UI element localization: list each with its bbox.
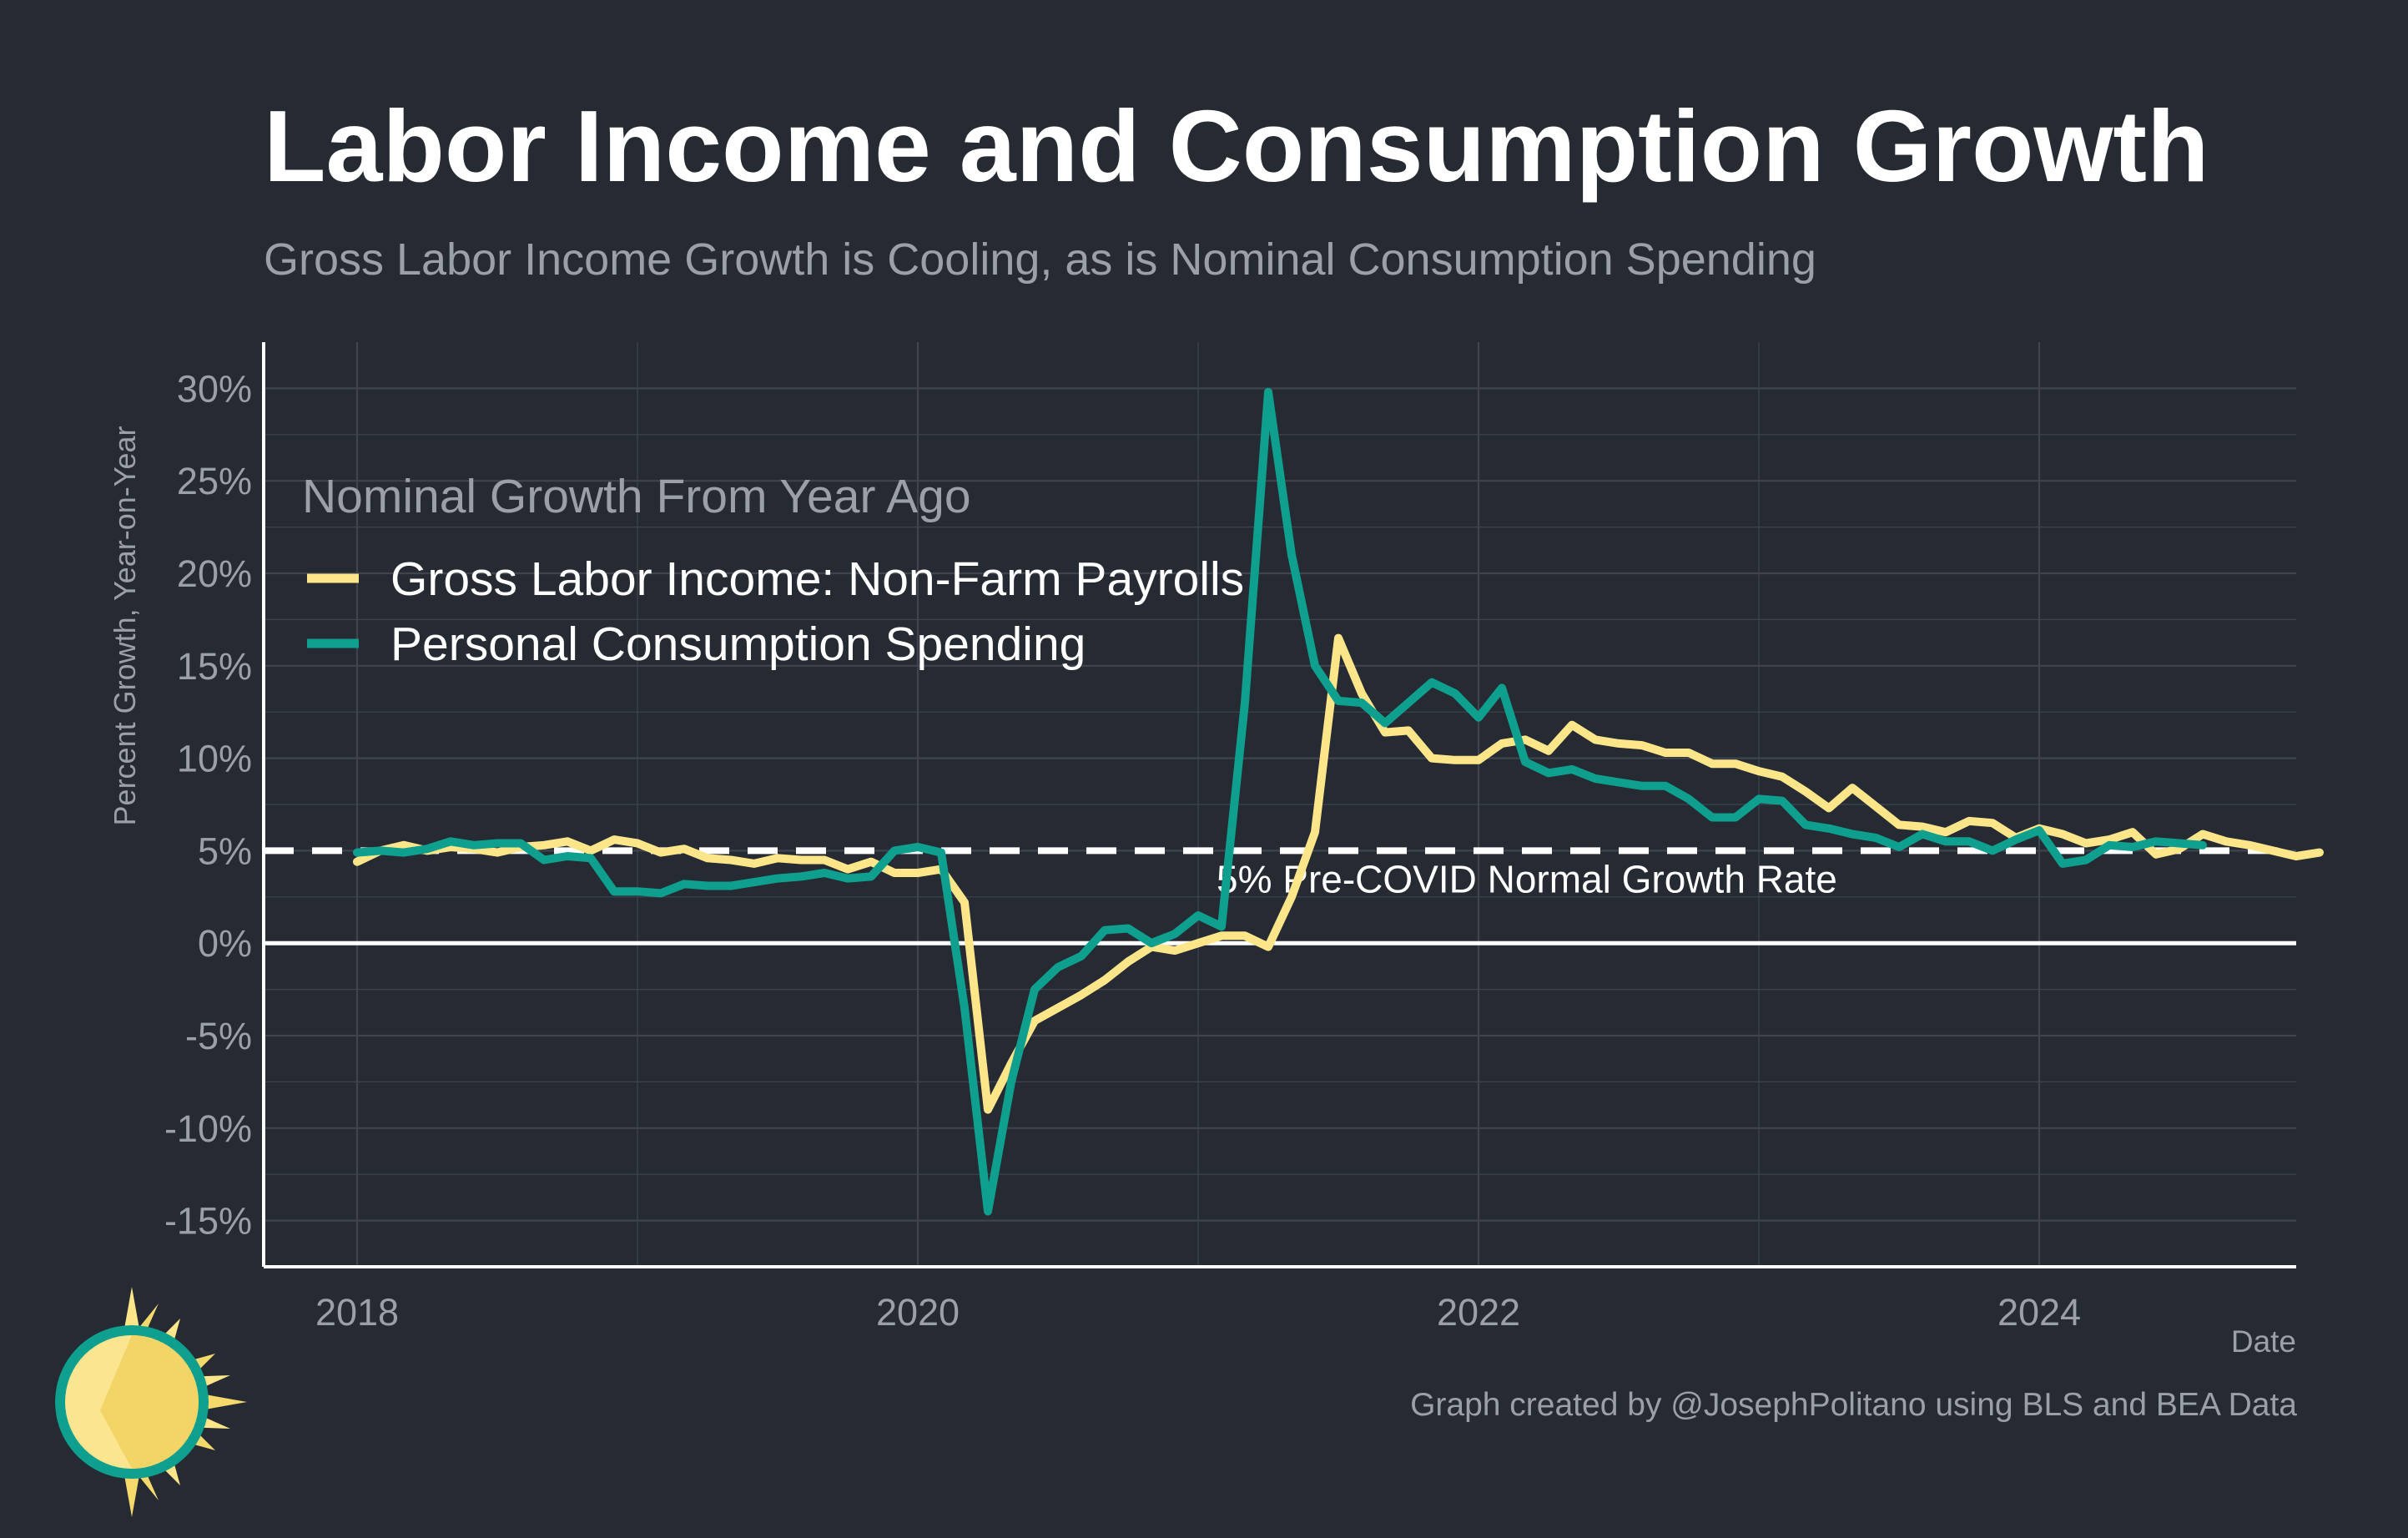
y-tick-label: 30%: [177, 367, 252, 410]
sun-logo-icon: [55, 1287, 247, 1517]
y-tick-label: 0%: [198, 922, 252, 965]
x-tick-label: 2024: [1997, 1291, 2081, 1334]
chart-subtitle: Gross Labor Income Growth is Cooling, as…: [264, 234, 1816, 285]
x-tick-label: 2020: [876, 1291, 960, 1334]
y-tick-label: 15%: [177, 645, 252, 688]
series-lines: [353, 387, 2324, 1216]
legend-entry-label: Gross Labor Income: Non-Farm Payrolls: [390, 552, 1244, 606]
chart-title: Labor Income and Consumption Growth: [264, 89, 2209, 203]
y-tick-label: -15%: [164, 1200, 252, 1243]
series-line-consumption: [353, 387, 2207, 1216]
y-axis-label: Percent Growth, Year-on-Year: [108, 426, 142, 826]
legend-entry-label: Personal Consumption Spending: [390, 618, 1086, 671]
axes: 30% 25% 20% 15% 10% 5% 0% -5% -10% -15% 2018 2020 20…: [108, 342, 2296, 1359]
y-tick-label: -5%: [185, 1015, 252, 1057]
x-tick-label: 2022: [1437, 1291, 1520, 1334]
y-tick-label: 20%: [177, 552, 252, 595]
y-tick-label: 10%: [177, 738, 252, 780]
y-tick-label: -10%: [164, 1107, 252, 1150]
source-credit: Graph created by @JosephPolitano using B…: [1410, 1387, 2297, 1423]
reference-line-label: 5% Pre-COVID Normal Growth Rate: [1217, 857, 1837, 900]
y-tick-label: 5%: [198, 830, 252, 872]
y-tick-label: 25%: [177, 460, 252, 502]
reference-lines: 5% Pre-COVID Normal Growth Rate: [264, 847, 2296, 945]
x-tick-label: 2018: [315, 1291, 399, 1334]
legend-title: Nominal Growth From Year Ago: [302, 470, 971, 523]
series-line-labor-income: [353, 633, 2324, 1114]
legend: Nominal Growth From Year Ago Gross Labor …: [302, 470, 1244, 671]
x-axis-label: Date: [2231, 1324, 2296, 1359]
